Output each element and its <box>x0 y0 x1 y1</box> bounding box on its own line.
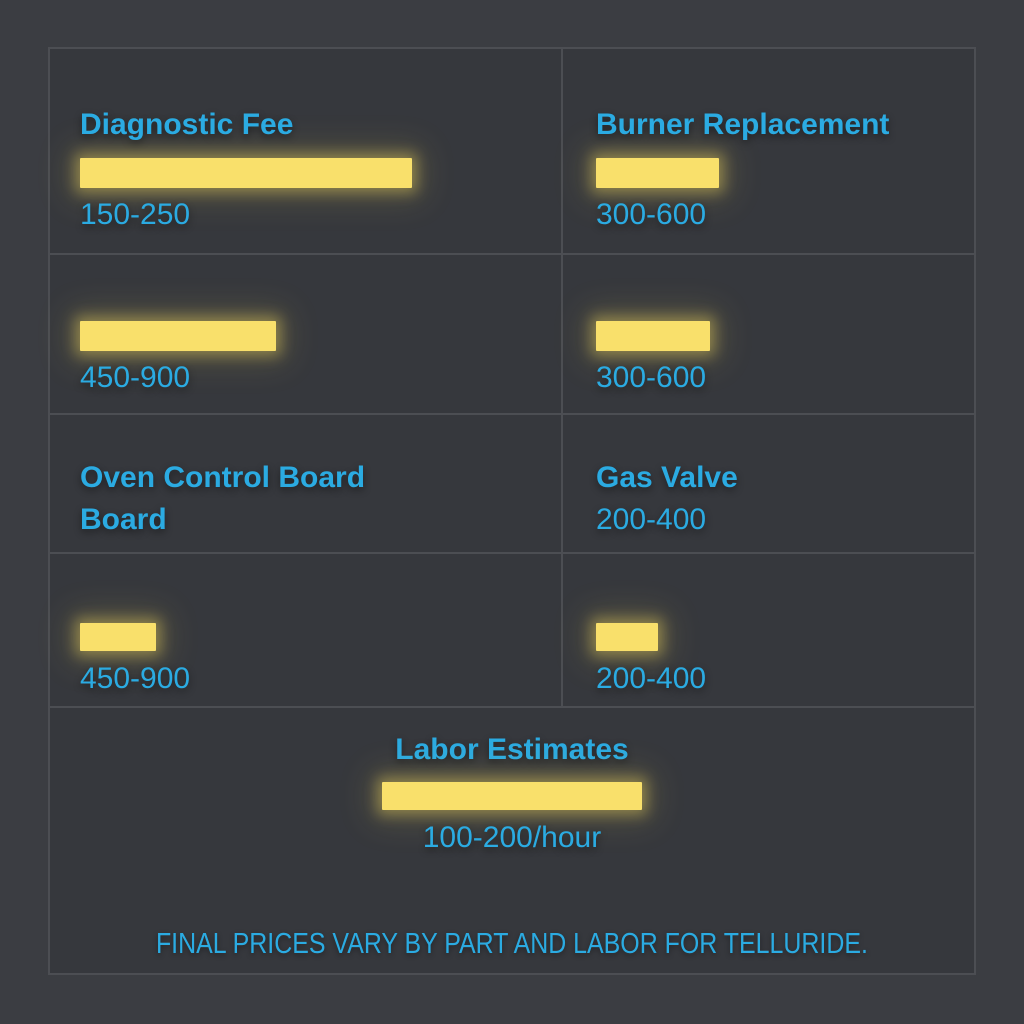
price-range: 200-400 <box>596 503 707 536</box>
disclaimer-note: FINAL PRICES VARY BY PART AND LABOR FOR … <box>156 928 868 960</box>
cell-unlabeled-right: 200-400 <box>563 554 974 706</box>
cell-unlabeled-left: 450-900 <box>50 554 563 706</box>
price-range: 100-200/hour <box>422 821 602 854</box>
redaction-bar <box>596 158 719 188</box>
redaction-bar <box>596 623 658 651</box>
cell-burner-replacement: Burner Replacement 300-600 <box>563 49 974 253</box>
price-range: 300-600 <box>596 361 707 394</box>
cell-oven-control-board: Oven Control Board Board <box>50 415 563 552</box>
cell-unlabeled-right: 300-600 <box>563 255 974 413</box>
redaction-bar <box>80 623 156 651</box>
cell-unlabeled-left: 450-900 <box>50 255 563 413</box>
pricing-table-panel: Diagnostic Fee 150-250 Burner Replacemen… <box>48 47 976 975</box>
cell-diagnostic-fee: Diagnostic Fee 150-250 <box>50 49 563 253</box>
item-title: Gas Valve <box>596 461 738 494</box>
redaction-bar <box>80 158 412 188</box>
labor-estimates-section: Labor Estimates 100-200/hour FINAL PRICE… <box>50 708 974 973</box>
redaction-bar <box>596 321 710 351</box>
item-title: Oven Control Board Board <box>80 461 366 536</box>
table-row: Diagnostic Fee 150-250 Burner Replacemen… <box>50 49 974 255</box>
price-range: 450-900 <box>80 662 191 695</box>
table-row: 450-900 200-400 <box>50 554 974 708</box>
cell-gas-valve: Gas Valve 200-400 <box>563 415 974 552</box>
redaction-bar <box>80 321 276 351</box>
redaction-bar <box>382 782 642 810</box>
table-row: Oven Control Board Board Gas Valve 200-4… <box>50 415 974 554</box>
table-row: 450-900 300-600 <box>50 255 974 415</box>
price-range: 150-250 <box>80 198 191 231</box>
section-title: Labor Estimates <box>395 733 629 766</box>
price-range: 300-600 <box>596 198 707 231</box>
price-range: 450-900 <box>80 361 191 394</box>
price-range: 200-400 <box>596 662 707 695</box>
item-title: Burner Replacement <box>596 108 890 141</box>
item-title: Diagnostic Fee <box>80 108 294 141</box>
